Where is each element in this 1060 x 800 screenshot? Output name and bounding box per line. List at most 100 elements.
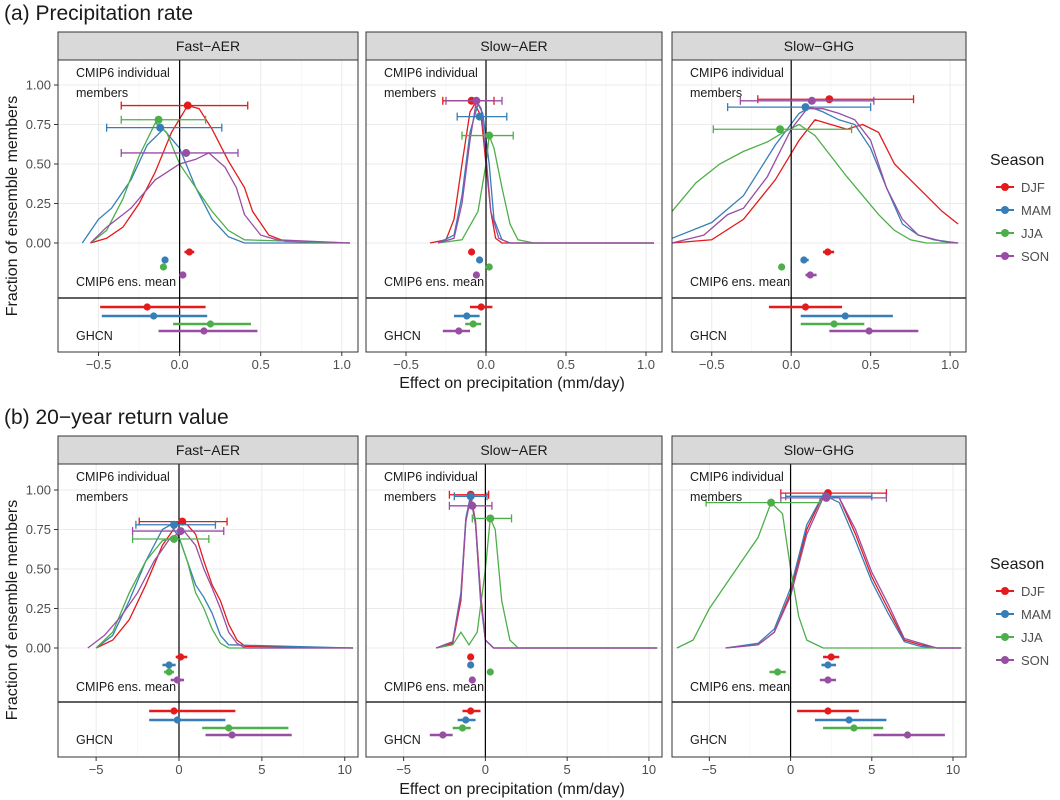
point-mam xyxy=(801,103,810,112)
ghcn-point-son xyxy=(903,731,912,739)
panel-border xyxy=(57,59,359,353)
ghcn-point-son xyxy=(439,731,447,739)
ensmean-point-mam xyxy=(824,661,832,669)
ghcn-point-jja xyxy=(850,724,858,732)
x-tick-label: −5 xyxy=(396,762,411,777)
ghcn-point-son xyxy=(200,327,208,335)
point-son xyxy=(822,493,831,502)
x-tick-label: 5 xyxy=(868,762,875,777)
panel-background xyxy=(366,60,662,352)
x-tick-label: 0.0 xyxy=(782,357,800,372)
strip-background xyxy=(365,31,663,61)
ensmean-point-jja xyxy=(485,263,493,271)
strip-label: Fast−AER xyxy=(176,442,240,458)
y-tick-label: 0.50 xyxy=(26,562,51,577)
x-tick-label: 10 xyxy=(338,762,352,777)
x-tick-label: 1.0 xyxy=(333,357,351,372)
panel-border xyxy=(671,463,967,758)
x-tick-label: 10 xyxy=(642,762,656,777)
annotation-ens-mean: CMIP6 ens. mean xyxy=(384,680,484,694)
ensmean-point-son xyxy=(806,271,814,279)
density-curves xyxy=(676,493,962,649)
ensmean-point-jja xyxy=(486,668,494,676)
annotation-ghcn: GHCN xyxy=(690,733,727,747)
strip-background xyxy=(671,31,967,61)
legend-dot-son xyxy=(1001,252,1009,260)
ens-mean-errorbars xyxy=(467,653,494,684)
ghcn-point-jja xyxy=(458,724,467,732)
ensmean-point-jja xyxy=(773,668,782,676)
panel-border xyxy=(671,59,967,353)
ghcn-point-djf xyxy=(824,707,832,715)
ghcn-point-djf xyxy=(467,707,475,715)
individual-errorbars xyxy=(705,489,888,507)
ens-mean-errorbars xyxy=(769,653,840,684)
panel-border xyxy=(365,463,663,758)
ensmean-point-jja xyxy=(159,263,168,271)
density-jja xyxy=(90,121,350,244)
ghcn-point-djf xyxy=(170,707,178,715)
legend-dot-son xyxy=(1001,656,1009,664)
ensmean-point-djf xyxy=(827,653,835,661)
individual-errorbars xyxy=(131,517,228,543)
x-tick-label: 0.0 xyxy=(171,357,189,372)
point-djf xyxy=(825,95,834,104)
x-tick-label: 5 xyxy=(564,762,571,777)
y-tick-label: 1.00 xyxy=(26,78,51,93)
ghcn-point-djf xyxy=(143,303,151,311)
annotation-individual-1: CMIP6 individual xyxy=(384,66,478,80)
ghcn-point-mam xyxy=(845,716,853,724)
annotation-individual-1: CMIP6 individual xyxy=(690,66,784,80)
point-son xyxy=(176,527,185,536)
ensmean-point-mam xyxy=(476,256,484,264)
y-tick-label: 0.00 xyxy=(26,236,51,251)
ghcn-point-mam xyxy=(841,312,849,320)
x-tick-label: −0.5 xyxy=(86,357,112,372)
y-axis: 0.00 0.25 0.50 0.75 1.00 xyxy=(26,483,58,656)
annotation-ens-mean: CMIP6 ens. mean xyxy=(384,275,484,289)
ghcn-point-jja xyxy=(830,320,838,328)
point-mam xyxy=(475,112,484,121)
x-tick-label: −5 xyxy=(702,762,717,777)
annotation-individual-1: CMIP6 individual xyxy=(384,470,478,484)
legend-label-son: SON xyxy=(1021,249,1049,264)
density-curves xyxy=(429,98,654,244)
density-son xyxy=(87,530,353,649)
ensmean-point-son xyxy=(824,676,832,684)
panel-fastaer: Fast−AER CMIP6 individual members CMIP6 ens… xyxy=(26,31,359,372)
legend-label-djf: DJF xyxy=(1021,584,1045,599)
density-son xyxy=(671,108,959,244)
ghcn-errorbars xyxy=(797,707,945,739)
ensmean-point-mam xyxy=(165,661,173,669)
legend-dot-djf xyxy=(1001,183,1009,191)
x-tick-label: 0 xyxy=(482,762,489,777)
legend-title: Season xyxy=(990,152,1044,169)
individual-errorbars xyxy=(105,101,249,157)
ghcn-errorbars xyxy=(429,707,481,739)
x-tick-label: 0 xyxy=(787,762,794,777)
ghcn-errorbars xyxy=(149,707,292,739)
panel-background xyxy=(366,464,662,757)
ghcn-point-djf xyxy=(801,303,810,311)
point-djf xyxy=(178,517,187,526)
x-tick-label: 0 xyxy=(175,762,182,777)
chart-title: (b) 20−year return value xyxy=(4,406,229,429)
chart-precip-rate: (a) Precipitation rate Fast−AER CMIP6 indi… xyxy=(4,2,1051,392)
x-axis: −0.5 0.0 0.5 1.0 xyxy=(699,352,959,372)
y-tick-label: 0.25 xyxy=(26,196,51,211)
x-axis-label: Effect on precipitation (mm/day) xyxy=(399,375,625,392)
ensmean-point-djf xyxy=(824,248,832,256)
legend-label-son: SON xyxy=(1021,653,1049,668)
ensmean-point-djf xyxy=(185,248,193,256)
x-axis-label: Effect on precipitation (mm/day) xyxy=(399,781,625,798)
ghcn-point-son xyxy=(865,327,873,335)
individual-errorbars xyxy=(448,490,513,523)
annotation-ghcn: GHCN xyxy=(76,329,113,343)
x-tick-label: 0.5 xyxy=(557,357,575,372)
annotation-individual-2: members xyxy=(76,86,128,100)
